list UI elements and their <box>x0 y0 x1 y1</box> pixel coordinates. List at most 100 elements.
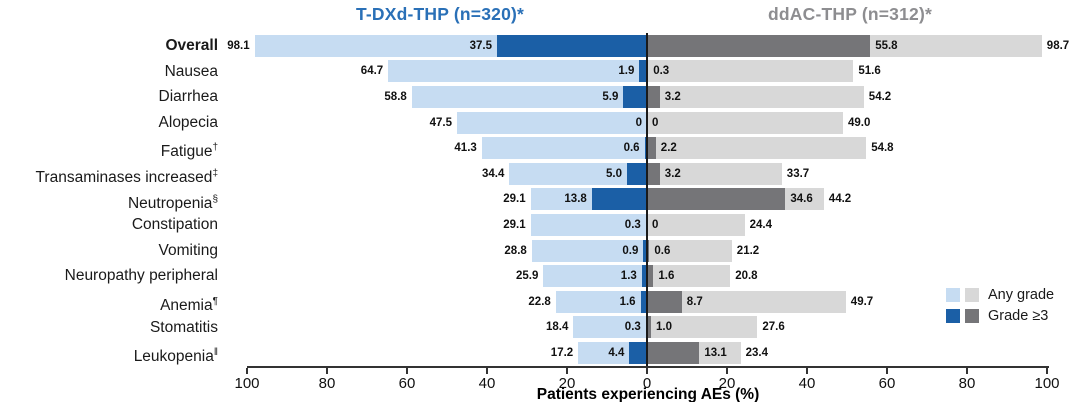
value-tdxd-grade3: 0 <box>635 116 642 129</box>
value-tdxd-grade3: 0.3 <box>624 321 641 334</box>
bar-ddac-grade3 <box>647 137 656 160</box>
bar-ddac-grade3 <box>647 265 654 288</box>
value-tdxd-grade3: 1.9 <box>618 65 635 78</box>
bar-row: 17.2 4.4 13.1 23.4 <box>247 342 1049 364</box>
value-ddac-grade3: 13.1 <box>704 347 727 359</box>
bar-tdxd-grade3 <box>643 239 647 262</box>
axis-tick-label: 40 <box>798 375 816 392</box>
value-tdxd-any-grade: 22.8 <box>528 295 551 308</box>
bar-tdxd-grade3 <box>497 34 647 57</box>
value-ddac-grade3: 8.7 <box>686 295 703 308</box>
category-label: Diarrhea <box>158 88 218 106</box>
bar-row: 34.4 5.0 3.2 33.7 <box>247 162 1049 185</box>
value-tdxd-any-grade: 98.1 <box>227 39 250 52</box>
bar-tdxd-any-grade <box>457 111 647 134</box>
bar-ddac-any-grade <box>647 111 843 134</box>
axis-tick-label: 20 <box>718 375 736 392</box>
bar-ddac-any-grade <box>647 60 854 83</box>
axis-tick <box>646 368 648 374</box>
category-label: Leukopenia‖ <box>133 347 218 366</box>
value-tdxd-grade3: 5.0 <box>606 167 622 180</box>
bar-row: 64.7 1.9 0.3 51.6 <box>247 60 1049 83</box>
bar-ddac-grade3 <box>647 342 700 364</box>
value-ddac-any-grade: 27.6 <box>762 321 785 334</box>
bar-row: 47.5 0 0 49.0 <box>247 111 1049 134</box>
axis-tick-label: 100 <box>1034 375 1060 392</box>
bar-tdxd-grade3 <box>591 188 647 211</box>
axis-tick-label: 60 <box>878 375 896 392</box>
value-tdxd-grade3: 0.6 <box>623 142 640 155</box>
axis-tick-label: 0 <box>642 375 652 392</box>
value-ddac-grade3: 3.2 <box>664 167 681 180</box>
bar-row: 25.9 1.3 1.6 20.8 <box>247 265 1049 288</box>
value-tdxd-grade3: 5.9 <box>602 91 619 103</box>
value-tdxd-any-grade: 17.2 <box>550 347 574 359</box>
value-tdxd-any-grade: 28.8 <box>504 244 527 257</box>
value-tdxd-any-grade: 41.3 <box>454 142 477 155</box>
value-ddac-grade3: 34.6 <box>790 193 813 206</box>
bar-tdxd-any-grade <box>481 137 647 160</box>
value-ddac-any-grade: 49.0 <box>848 116 871 129</box>
zero-baseline <box>646 33 648 367</box>
value-tdxd-any-grade: 47.5 <box>429 116 452 129</box>
bar-row: 58.8 5.9 3.2 54.2 <box>247 86 1049 108</box>
axis-tick <box>246 368 248 374</box>
category-label: Alopecia <box>158 113 218 131</box>
bar-tdxd-any-grade <box>543 265 647 288</box>
bar-row: 28.8 0.9 0.6 21.2 <box>247 239 1049 262</box>
legend-any-grade-label: Any grade <box>988 286 1055 303</box>
bar-tdxd-any-grade <box>531 239 647 262</box>
bar-ddac-any-grade <box>647 214 745 236</box>
bar-tdxd-grade3 <box>641 265 647 288</box>
value-ddac-any-grade: 33.7 <box>786 167 810 180</box>
left-arm-title: T-DXd-THP (n=320)* <box>355 4 525 24</box>
value-ddac-any-grade: 54.2 <box>868 91 892 103</box>
category-labels: Overall Nausea Diarrhea Alopecia Fatigue† Tra… <box>0 33 218 366</box>
value-ddac-grade3: 2.2 <box>660 142 677 155</box>
axis-tick-label: 80 <box>958 375 976 392</box>
value-ddac-grade3: 1.6 <box>658 270 675 283</box>
category-label: Vomiting <box>158 241 218 259</box>
bar-tdxd-grade3 <box>623 86 647 108</box>
x-axis-line <box>247 366 1049 368</box>
value-tdxd-grade3: 1.6 <box>619 295 636 308</box>
legend-grade3-label: Grade ≥3 <box>988 307 1049 324</box>
category-label: Fatigue† <box>160 142 218 161</box>
any-grade-tdxd-swatch <box>946 287 960 302</box>
legend-any-grade: Any grade <box>946 284 1054 305</box>
axis-tick-label: 100 <box>234 375 260 392</box>
value-tdxd-any-grade: 25.9 <box>516 270 539 283</box>
value-ddac-any-grade: 24.4 <box>749 219 772 231</box>
value-tdxd-grade3: 1.3 <box>620 270 637 283</box>
value-ddac-grade3: 0 <box>652 219 659 231</box>
plot-area: 98.1 37.5 55.8 98.7 64.7 1.9 0.3 51.6 58.8 5.9 3.2… <box>227 33 1069 367</box>
bar-ddac-grade3 <box>647 239 650 262</box>
bar-row: 41.3 0.6 2.2 54.8 <box>247 137 1049 160</box>
bar-tdxd-any-grade <box>555 290 647 313</box>
bar-ddac-any-grade <box>647 86 864 108</box>
grade3-ddac-swatch <box>965 308 979 323</box>
value-ddac-grade3: 1.0 <box>656 321 672 334</box>
bar-tdxd-any-grade <box>509 162 647 185</box>
value-ddac-grade3: 0 <box>652 116 659 129</box>
axis-tick-label: 40 <box>478 375 496 392</box>
bar-tdxd-grade3 <box>639 60 647 83</box>
bar-tdxd-grade3 <box>627 162 647 185</box>
axis-tick-label: 20 <box>558 375 576 392</box>
category-label: Overall <box>165 37 218 54</box>
value-ddac-any-grade: 44.2 <box>828 193 852 206</box>
category-label: Constipation <box>131 216 218 234</box>
bar-ddac-grade3 <box>647 316 651 339</box>
category-label: Transaminases increased‡ <box>35 167 218 187</box>
value-ddac-grade3: 3.2 <box>664 91 681 103</box>
legend-grade3: Grade ≥3 <box>946 305 1054 326</box>
value-ddac-any-grade: 21.2 <box>736 244 760 257</box>
bar-ddac-grade3 <box>647 86 660 108</box>
value-ddac-any-grade: 98.7 <box>1046 39 1070 52</box>
value-tdxd-any-grade: 58.8 <box>384 91 407 103</box>
bar-tdxd-any-grade <box>573 316 647 339</box>
bar-row: 98.1 37.5 55.8 98.7 <box>227 34 1069 57</box>
value-ddac-any-grade: 54.8 <box>871 142 894 155</box>
axis-tick <box>966 368 968 374</box>
